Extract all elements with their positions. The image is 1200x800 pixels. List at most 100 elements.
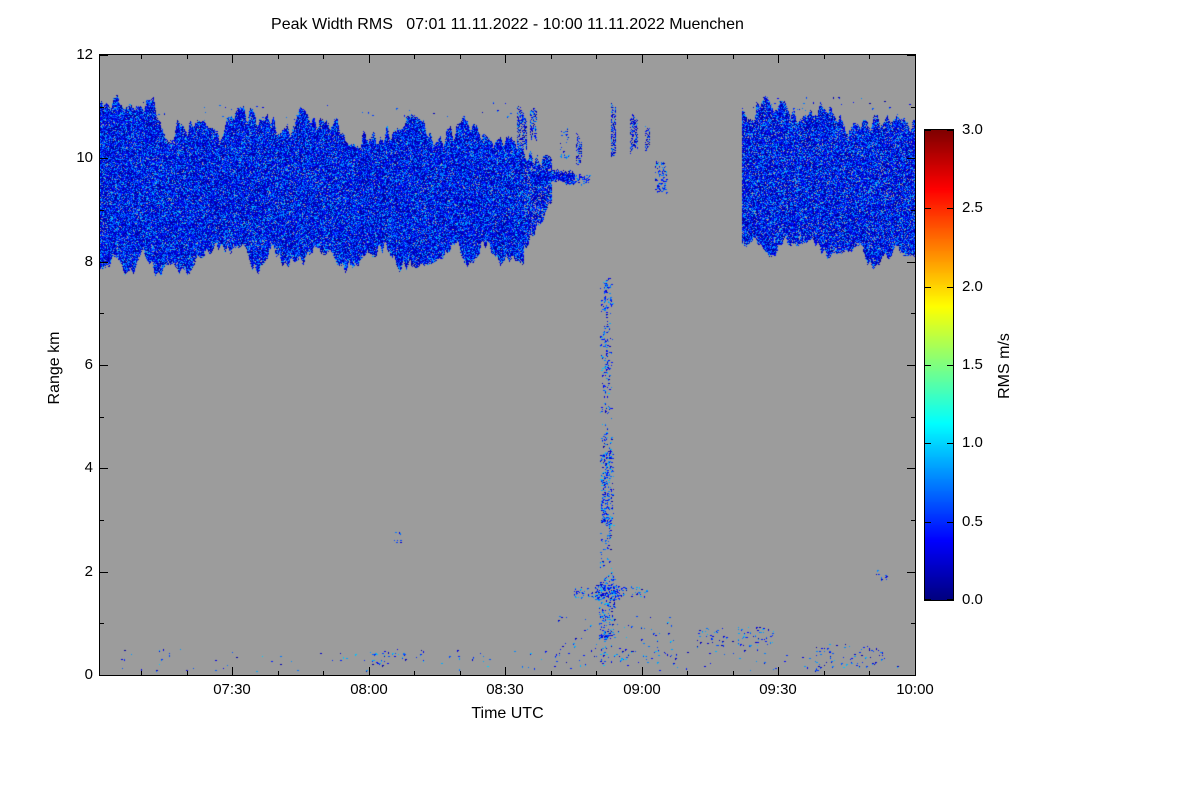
heatmap-canvas	[100, 55, 915, 675]
x-minor-tick	[733, 55, 734, 59]
y-tick	[907, 572, 915, 573]
y-minor-tick	[100, 623, 104, 624]
y-minor-tick	[911, 623, 915, 624]
colorbar-tick-label: 1.5	[962, 356, 983, 373]
x-tick	[642, 55, 643, 63]
colorbar-tick	[925, 130, 931, 131]
x-tick-label: 07:30	[213, 681, 251, 698]
y-tick-label: 8	[84, 253, 93, 270]
colorbar-tick	[925, 287, 931, 288]
x-minor-tick	[824, 55, 825, 59]
colorbar-tick	[947, 365, 953, 366]
y-tick	[907, 158, 915, 159]
y-tick-label: 0	[84, 666, 93, 683]
y-minor-tick	[911, 313, 915, 314]
y-minor-tick	[100, 107, 104, 108]
x-tick	[778, 667, 779, 675]
x-minor-tick	[460, 55, 461, 59]
chart-title: Peak Width RMS 07:01 11.11.2022 - 10:00 …	[271, 16, 744, 33]
colorbar-tick	[947, 522, 953, 523]
y-minor-tick	[911, 520, 915, 521]
y-minor-tick	[911, 210, 915, 211]
x-minor-tick	[141, 671, 142, 675]
colorbar-tick-label: 0.5	[962, 513, 983, 530]
colorbar-tick	[925, 522, 931, 523]
y-minor-tick	[100, 313, 104, 314]
x-minor-tick	[278, 55, 279, 59]
colorbar-tick	[925, 208, 931, 209]
y-minor-tick	[100, 520, 104, 521]
x-minor-tick	[824, 671, 825, 675]
x-minor-tick	[687, 671, 688, 675]
x-tick	[505, 55, 506, 63]
colorbar-tick	[947, 208, 953, 209]
y-tick	[907, 55, 915, 56]
x-tick	[778, 55, 779, 63]
colorbar-tick	[925, 599, 931, 600]
y-tick	[100, 468, 108, 469]
x-minor-tick	[596, 671, 597, 675]
y-tick	[907, 262, 915, 263]
x-minor-tick	[141, 55, 142, 59]
x-tick	[232, 55, 233, 63]
x-tick-label: 09:30	[759, 681, 797, 698]
colorbar-tick	[947, 287, 953, 288]
x-minor-tick	[687, 55, 688, 59]
x-tick	[369, 55, 370, 63]
colorbar-tick-label: 3.0	[962, 121, 983, 138]
colorbar-tick	[947, 443, 953, 444]
x-minor-tick	[187, 671, 188, 675]
y-tick	[100, 675, 108, 676]
y-minor-tick	[911, 107, 915, 108]
colorbar-tick	[947, 599, 953, 600]
colorbar-tick	[925, 365, 931, 366]
x-tick	[915, 55, 916, 63]
x-minor-tick	[551, 55, 552, 59]
y-tick-label: 10	[76, 149, 93, 166]
x-tick	[915, 667, 916, 675]
y-tick	[100, 158, 108, 159]
x-minor-tick	[596, 55, 597, 59]
x-minor-tick	[414, 671, 415, 675]
y-tick	[100, 365, 108, 366]
x-tick-label: 09:00	[623, 681, 661, 698]
y-tick-label: 2	[84, 563, 93, 580]
y-tick-label: 4	[84, 459, 93, 476]
y-tick-label: 12	[76, 46, 93, 63]
y-minor-tick	[100, 417, 104, 418]
x-tick-label: 08:30	[486, 681, 524, 698]
x-minor-tick	[551, 671, 552, 675]
x-tick-label: 08:00	[350, 681, 388, 698]
colorbar-tick-label: 0.0	[962, 591, 983, 608]
y-tick	[100, 572, 108, 573]
colorbar-tick-label: 1.0	[962, 434, 983, 451]
x-minor-tick	[187, 55, 188, 59]
x-minor-tick	[460, 671, 461, 675]
x-tick	[642, 667, 643, 675]
x-minor-tick	[323, 55, 324, 59]
x-minor-tick	[278, 671, 279, 675]
x-minor-tick	[323, 671, 324, 675]
x-tick	[232, 667, 233, 675]
y-minor-tick	[100, 210, 104, 211]
colorbar-tick	[925, 443, 931, 444]
x-minor-tick	[869, 55, 870, 59]
x-axis-label: Time UTC	[471, 705, 544, 722]
y-tick-label: 6	[84, 356, 93, 373]
x-tick	[505, 667, 506, 675]
x-minor-tick	[733, 671, 734, 675]
x-tick	[369, 667, 370, 675]
x-tick-label: 10:00	[896, 681, 934, 698]
y-minor-tick	[911, 417, 915, 418]
y-tick	[100, 262, 108, 263]
colorbar-tick-label: 2.5	[962, 199, 983, 216]
y-tick	[907, 675, 915, 676]
colorbar-tick	[947, 130, 953, 131]
y-tick	[907, 365, 915, 366]
y-tick	[100, 55, 108, 56]
x-minor-tick	[414, 55, 415, 59]
x-minor-tick	[869, 671, 870, 675]
colorbar-tick-label: 2.0	[962, 278, 983, 295]
y-tick	[907, 468, 915, 469]
